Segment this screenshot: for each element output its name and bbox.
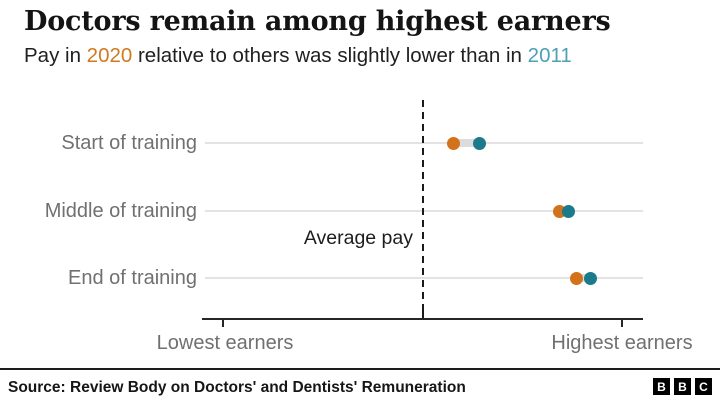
dot-2011 [583,271,597,285]
dot-2011 [561,204,575,218]
bbc-logo-block: B [653,378,670,395]
chart-subtitle: Pay in 2020 relative to others was sligh… [24,44,714,68]
bbc-logo-block: C [695,378,712,395]
row-label: End of training [68,267,197,289]
dot-2020 [446,136,460,150]
subtitle-text-prefix: Pay in [24,44,87,67]
subtitle-text-middle: relative to others was slightly lower th… [132,44,528,67]
row-gridline [205,142,643,144]
subtitle-year-2020: 2020 [86,44,133,67]
subtitle-year-2011: 2011 [527,44,572,67]
row-label: Middle of training [44,200,197,222]
dot-2011 [473,136,487,150]
row-gridline [205,277,643,279]
dumbbell-connector [453,139,480,147]
source-caption: Source: Review Body on Doctors' and Dent… [8,379,466,396]
row-gridline [205,210,643,212]
average-pay-axis-tick [422,311,424,319]
row-label: Start of training [61,132,197,154]
average-pay-label: Average pay [303,227,413,249]
dot-2020 [570,271,584,285]
dumbbell-connector [576,274,591,282]
x-axis-line [202,318,643,320]
x-axis-tick-right [621,320,623,327]
x-axis-label-lowest: Lowest earners [156,332,294,354]
bbc-logo-block: B [674,378,691,395]
x-axis-tick-left [222,320,224,327]
average-pay-reference-line [422,100,424,312]
chart-title: Doctors remain among highest earners [24,6,611,37]
footer: Source: Review Body on Doctors' and Dent… [0,368,720,404]
x-axis-label-highest: Highest earners [551,332,693,354]
